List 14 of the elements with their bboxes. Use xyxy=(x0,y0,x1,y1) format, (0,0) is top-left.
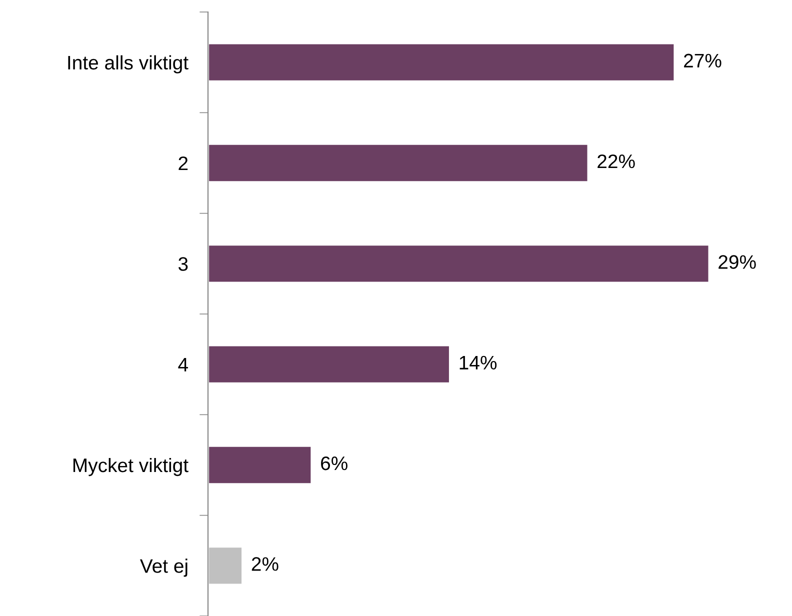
y-tick-label: 4 xyxy=(178,358,188,372)
bar xyxy=(208,142,590,184)
data-label: 6% xyxy=(321,456,348,470)
data-label: 14% xyxy=(460,356,497,370)
data-label: 29% xyxy=(718,255,756,269)
data-label: 27% xyxy=(684,54,722,68)
y-tick-label: 3 xyxy=(178,257,188,271)
y-tick-label: Inte alls viktigt xyxy=(68,55,188,74)
y-tick-label: 2 xyxy=(178,156,188,170)
y-tick-label: Vet ej xyxy=(140,558,188,577)
y-tick-label: Mycket viktigt xyxy=(73,458,188,476)
bar xyxy=(208,444,313,486)
data-label: 22% xyxy=(598,154,635,168)
data-label: 2% xyxy=(252,557,278,571)
